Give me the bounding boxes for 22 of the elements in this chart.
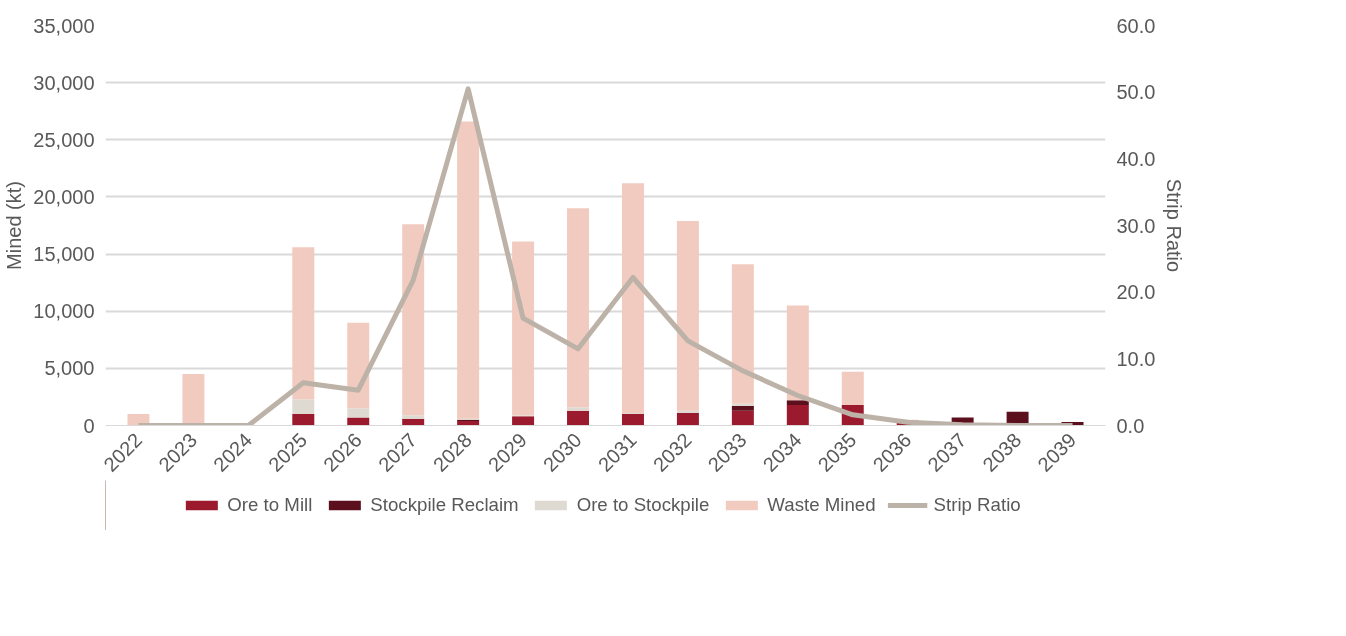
legend-label: Ore to Mill — [227, 494, 313, 516]
y-tick-label: 20,000 — [33, 185, 95, 208]
y2-tick-label: 40.0 — [1116, 147, 1156, 170]
y2-tick-label: 20.0 — [1116, 281, 1156, 304]
y2-tick-label: 60.0 — [1116, 14, 1156, 37]
y2-tick-label: 10.0 — [1116, 347, 1156, 370]
y-tick-label: 35,000 — [33, 14, 95, 37]
y-tick-label: 25,000 — [33, 128, 95, 151]
legend-label: Strip Ratio — [933, 494, 1021, 516]
y2-axis-title: Strip Ratio — [1163, 178, 1186, 273]
y-tick-label: 0 — [83, 414, 95, 437]
y2-tick-label: 0.0 — [1116, 414, 1145, 437]
y2-tick-label: 30.0 — [1116, 214, 1156, 237]
y2-tick-label: 50.0 — [1116, 81, 1156, 104]
y-tick-label: 15,000 — [33, 243, 95, 266]
y-tick-label: 10,000 — [33, 300, 95, 323]
legend-label: Stockpile Reclaim — [370, 494, 519, 516]
y-tick-label: 5,000 — [44, 357, 95, 380]
y-axis-title: Mined (kt) — [3, 181, 26, 270]
legend-label: Ore to Stockpile — [576, 494, 710, 516]
y-tick-label: 30,000 — [33, 71, 95, 94]
legend-label: Waste Mined — [767, 494, 876, 516]
